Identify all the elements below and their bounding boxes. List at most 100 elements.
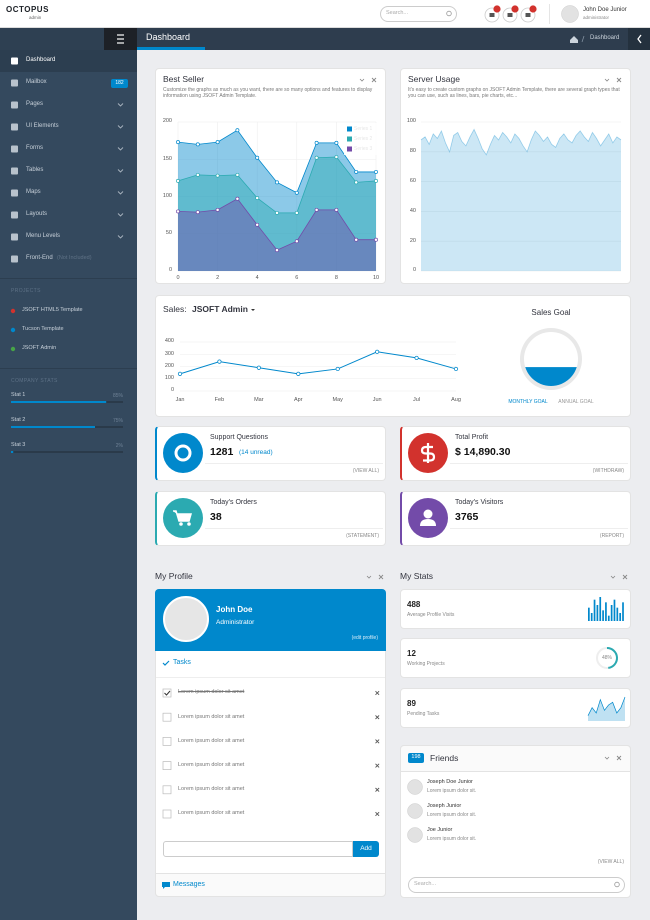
stat-name: Stat 2 [11,417,26,424]
y-tick-label: 200 [162,118,172,125]
user-name[interactable]: John Doe Junior [583,7,627,14]
menu-label: Mailbox [26,79,47,86]
sidebar-divider [0,278,137,279]
x-tick-label: 4 [255,275,259,282]
friend-text: Lorem ipsum dolor sit. [427,835,477,842]
menu-active-bg [0,50,137,72]
sidebar [0,28,137,920]
summary-amount: 38 [210,511,222,524]
stat-card [400,638,631,678]
progress-label: 48% [601,654,612,661]
page-header [137,28,650,50]
user-role: administrator [583,15,610,21]
search-box[interactable] [380,6,457,22]
y-tick-label: 200 [164,362,174,369]
breadcrumb[interactable]: Dashboard [590,35,620,42]
task-text[interactable]: Lorem ipsum dolor sit amet [178,762,245,769]
back-button[interactable] [628,28,650,50]
sidebar-toggle[interactable] [104,28,137,50]
tasks-title: Tasks [173,659,191,667]
stat-label: Working Projects [407,660,445,667]
gauge-label: 35% [544,356,558,364]
stat-value: 2% [115,442,123,449]
task-text[interactable]: Lorem ipsum dolor sit amet [178,786,245,793]
y-tick-label: 150 [162,155,172,162]
chart-selector[interactable]: JSOFT Admin [192,304,248,315]
chart-subtitle: It's easy to create custom graphs on JSO… [408,87,620,99]
y-tick-label: 400 [164,338,174,345]
summary-divider [205,528,383,529]
task-input[interactable] [163,841,353,857]
stat-label: Average Profile Visits [407,611,455,618]
task-text[interactable]: Lorem ipsum dolor sit amet [178,689,245,696]
y-tick-label: 0 [170,387,174,394]
project-label[interactable]: JSOFT HTML5 Template [22,307,83,314]
x-tick-label: Feb [214,397,225,404]
x-tick-label: Jun [372,397,382,404]
friend-name[interactable]: Joseph Junior [427,803,462,810]
chart-title: Sales: [163,304,187,315]
friend-name[interactable]: Joe Junior [427,827,453,834]
x-tick-label: 0 [176,275,180,282]
add-label[interactable]: Add [360,844,372,852]
x-tick-label: Mar [254,397,264,404]
summary-action[interactable]: (WITHDRAW) [592,467,624,474]
friends-title: Friends [430,753,459,764]
logo: OCTOPUS [6,4,49,14]
x-tick-label: Apr [294,397,303,404]
project-label[interactable]: JSOFT Admin [22,345,57,352]
search-placeholder: Search... [386,10,409,17]
stat-value: 12 [407,648,416,658]
stat-name: Stat 1 [11,392,26,399]
sidebar-header [0,28,137,50]
top-bar [0,0,650,28]
stats-title: COMPANY STATS [11,377,58,384]
y-tick-label: 100 [406,118,416,125]
chart-panel [400,68,631,284]
menu-label: Layouts [26,211,48,218]
y-tick-label: 0 [168,267,172,274]
add-button[interactable] [353,841,379,857]
gauge-tab[interactable]: MONTHLY GOAL [508,398,548,405]
project-label[interactable]: Tucson Template [22,326,64,333]
sidebar-divider [0,368,137,369]
chart-title: Server Usage [408,74,460,85]
summary-divider [450,528,628,529]
summary-action[interactable]: (VIEW ALL) [352,467,379,474]
task-text[interactable]: Lorem ipsum dolor sit amet [178,713,245,720]
menu-label: Tables [26,167,44,174]
menu-item[interactable] [0,50,137,72]
friends-search-placeholder: Search... [414,881,437,888]
friends-view-all[interactable]: (VIEW ALL) [597,858,624,865]
task-text[interactable]: Lorem ipsum dolor sit amet [178,737,245,744]
friends-search[interactable] [408,877,625,893]
header-divider [549,4,550,24]
summary-divider [450,463,628,464]
summary-note: (14 unread) [239,448,273,456]
summary-action[interactable]: (REPORT) [599,532,624,539]
y-tick-label: 60 [409,178,416,185]
summary-amount: $ 14,890.30 [455,446,511,459]
menu-label: Dashboard [26,57,56,64]
summary-title: Support Questions [210,434,268,442]
task-text[interactable]: Lorem ipsum dolor sit amet [178,810,245,817]
profile-edit[interactable]: (edit profile) [351,634,378,641]
x-tick-label: Jul [413,397,421,404]
menu-label: Pages [26,101,44,108]
menu-label: Maps [26,189,41,196]
summary-title: Total Profit [455,434,489,442]
x-tick-label: 6 [295,275,299,282]
friend-name[interactable]: Joseph Doe Junior [427,779,473,786]
messages-bar[interactable] [155,873,386,897]
stat-value: 75% [112,417,123,424]
collapse-icon [366,575,372,579]
menu-badge: 182 [115,79,124,86]
summary-action[interactable]: (STATEMENT) [346,532,379,539]
menu-item[interactable] [0,94,137,116]
gauge-tab[interactable]: ANNUAL GOAL [558,398,594,405]
menu-note: (Not Included) [57,255,92,262]
profile-role: Administrator [216,618,255,626]
messages-label: Messages [173,881,205,889]
stat-name: Stat 3 [11,442,26,449]
